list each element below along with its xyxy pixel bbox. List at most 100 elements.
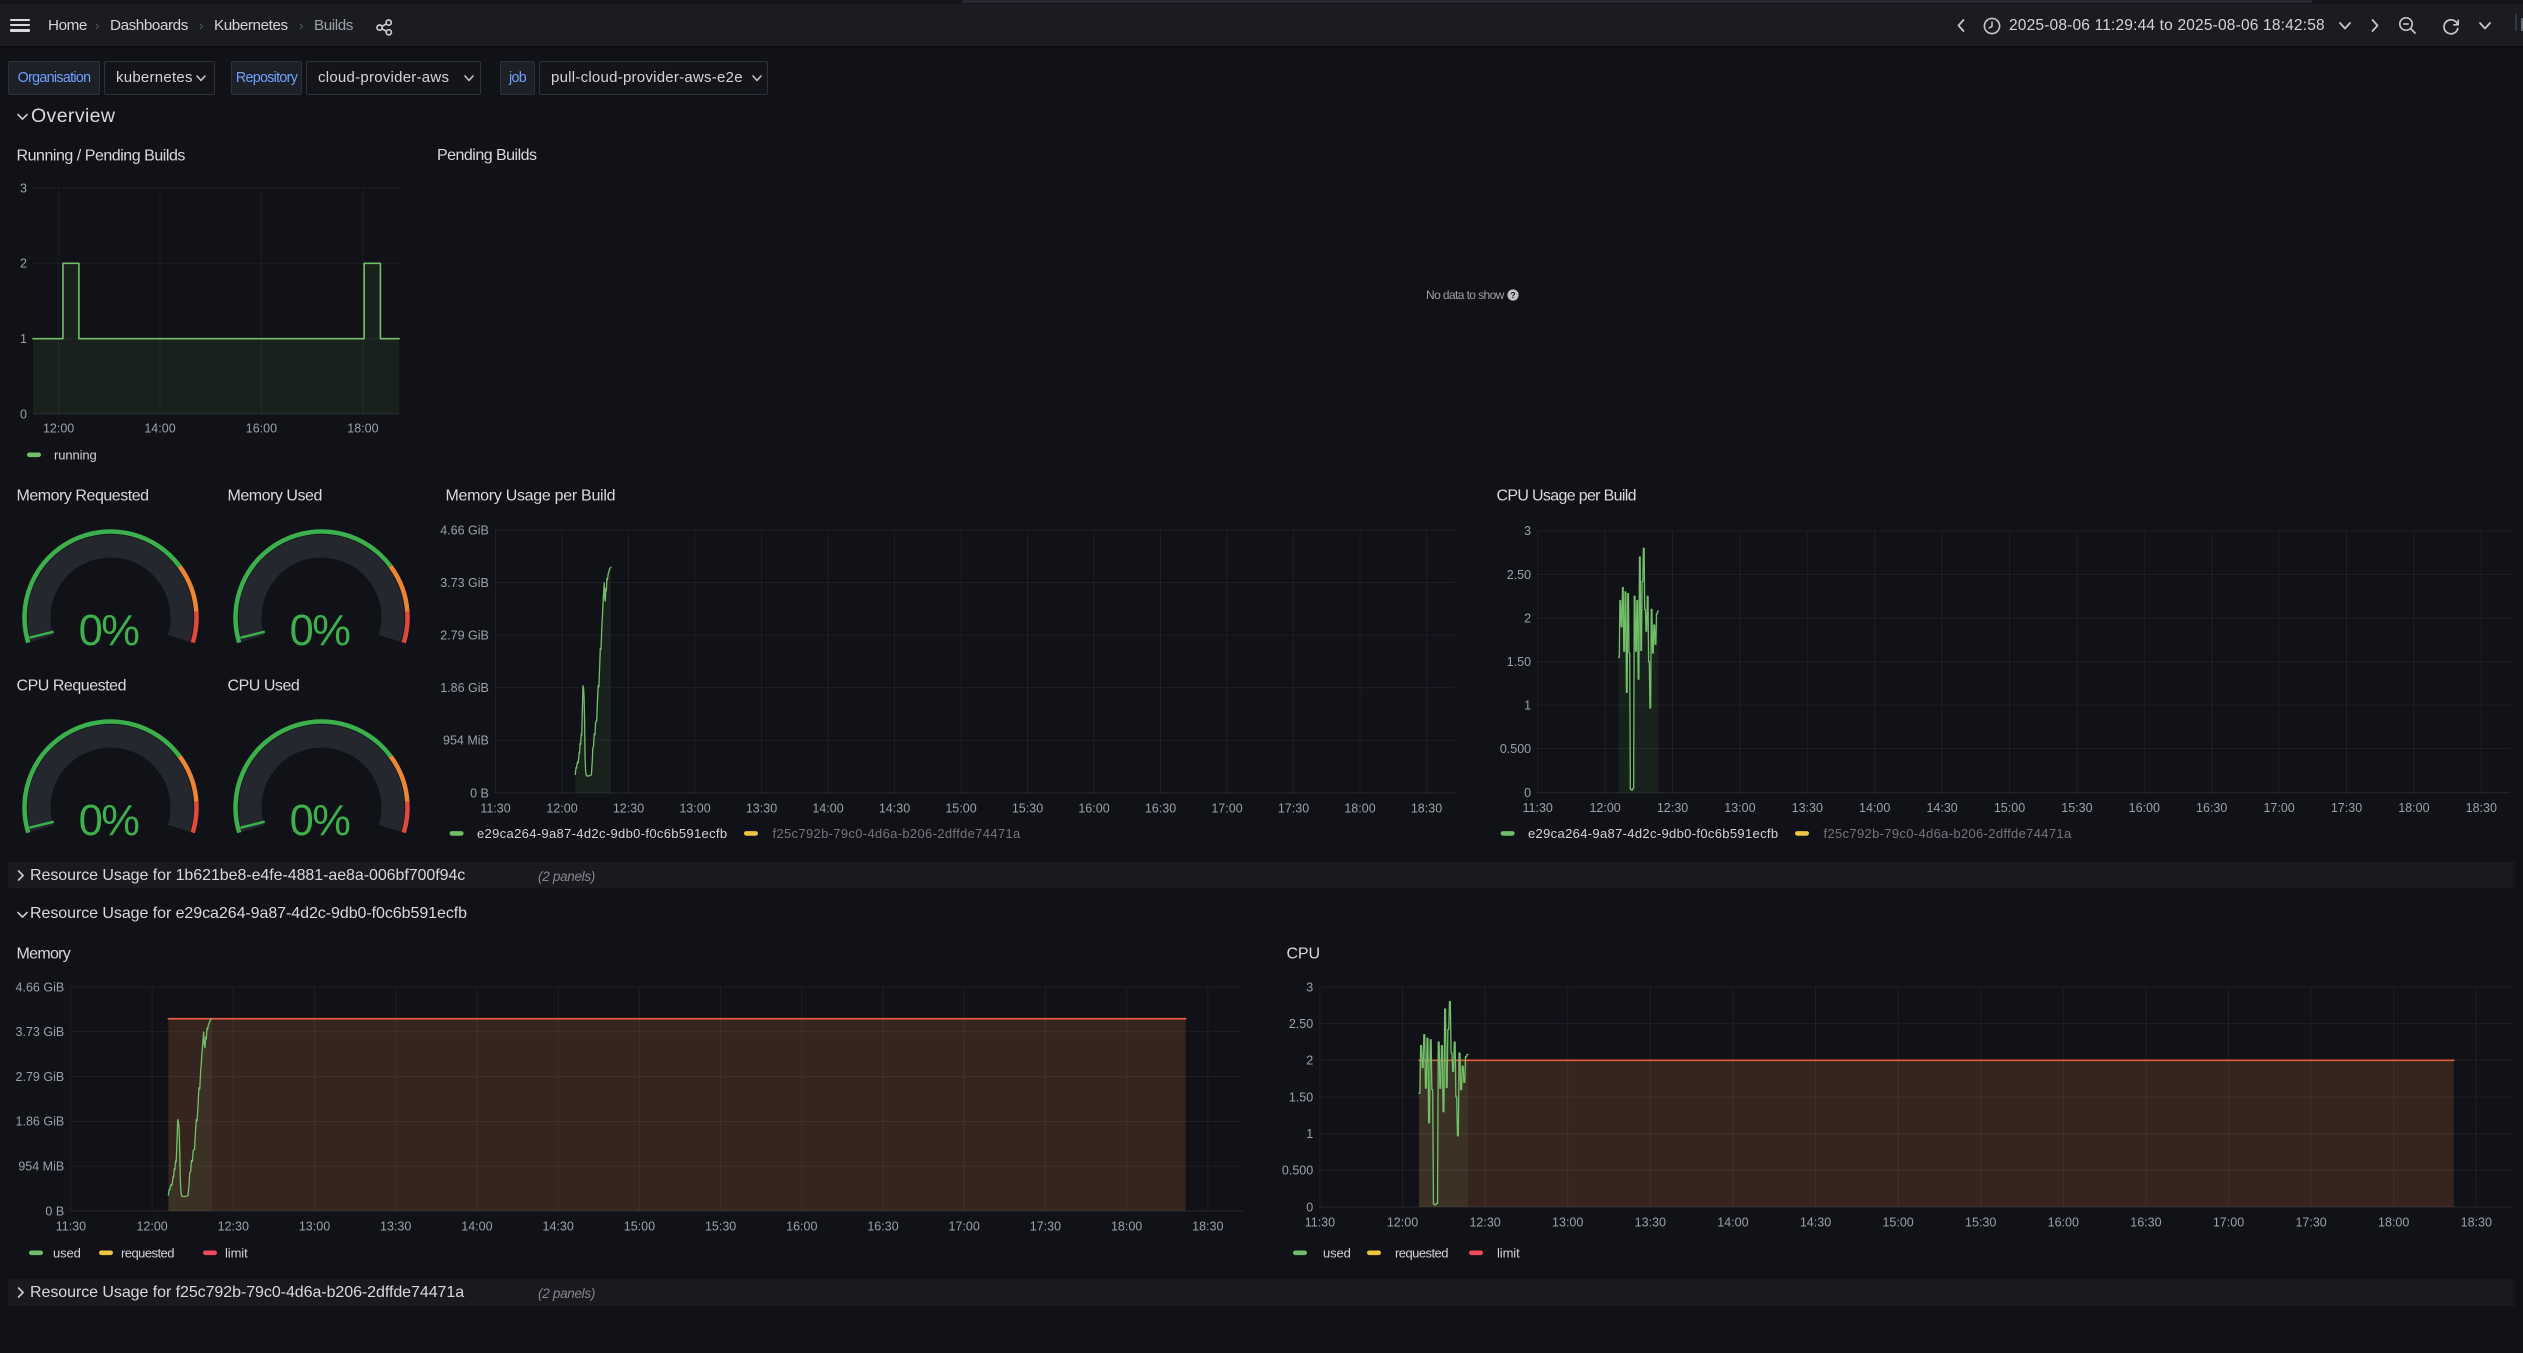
svg-text:requested: requested	[121, 1245, 174, 1260]
svg-text:17:30: 17:30	[1030, 1220, 1061, 1234]
svg-text:2.79 GiB: 2.79 GiB	[16, 1070, 65, 1084]
svg-text:13:30: 13:30	[746, 802, 777, 816]
svg-text:14:30: 14:30	[1926, 801, 1957, 815]
svg-text:16:00: 16:00	[786, 1220, 817, 1234]
svg-text:12:00: 12:00	[1387, 1216, 1418, 1230]
svg-text:CPU Requested: CPU Requested	[17, 678, 127, 695]
svg-text:?: ?	[1510, 290, 1515, 300]
svg-text:13:30: 13:30	[380, 1220, 411, 1234]
svg-text:18:30: 18:30	[1411, 802, 1442, 816]
svg-text:14:00: 14:00	[144, 422, 175, 436]
svg-text:f25c792b-79c0-4d6a-b206-2dffde: f25c792b-79c0-4d6a-b206-2dffde74471a	[773, 826, 1021, 841]
svg-text:1.86 GiB: 1.86 GiB	[16, 1115, 65, 1129]
svg-text:12:00: 12:00	[43, 422, 74, 436]
svg-text:1.50: 1.50	[1289, 1090, 1313, 1104]
svg-text:18:00: 18:00	[347, 422, 378, 436]
svg-text:12:30: 12:30	[1469, 1216, 1500, 1230]
svg-text:15:00: 15:00	[945, 802, 976, 816]
svg-text:Running / Pending Builds: Running / Pending Builds	[17, 148, 186, 165]
svg-text:13:30: 13:30	[1635, 1216, 1666, 1230]
svg-text:954 MiB: 954 MiB	[443, 734, 489, 748]
svg-text:17:30: 17:30	[1278, 802, 1309, 816]
svg-text:15:30: 15:30	[705, 1220, 736, 1234]
svg-text:Memory Used: Memory Used	[228, 488, 322, 505]
svg-text:11:30: 11:30	[56, 1220, 86, 1234]
svg-text:18:30: 18:30	[2461, 1216, 2492, 1230]
svg-text:13:00: 13:00	[679, 802, 710, 816]
svg-text:13:00: 13:00	[1552, 1216, 1583, 1230]
svg-text:14:00: 14:00	[461, 1220, 492, 1234]
svg-text:0 B: 0 B	[45, 1204, 64, 1218]
svg-text:13:30: 13:30	[1792, 801, 1823, 815]
svg-text:18:00: 18:00	[1344, 802, 1375, 816]
svg-text:16:00: 16:00	[2048, 1216, 2079, 1230]
svg-text:16:30: 16:30	[1145, 802, 1176, 816]
svg-text:3.73 GiB: 3.73 GiB	[440, 576, 489, 590]
svg-text:2.50: 2.50	[1289, 1017, 1313, 1031]
svg-text:16:30: 16:30	[867, 1220, 898, 1234]
svg-text:0: 0	[20, 407, 27, 421]
svg-text:f25c792b-79c0-4d6a-b206-2dffde: f25c792b-79c0-4d6a-b206-2dffde74471a	[1824, 826, 2072, 841]
svg-text:17:00: 17:00	[949, 1220, 980, 1234]
svg-text:2: 2	[1524, 611, 1531, 625]
svg-text:17:00: 17:00	[1211, 802, 1242, 816]
svg-text:e29ca264-9a87-4d2c-9db0-f0c6b5: e29ca264-9a87-4d2c-9db0-f0c6b591ecfb	[477, 826, 727, 841]
svg-text:Memory: Memory	[17, 946, 71, 963]
svg-text:0%: 0%	[79, 797, 140, 845]
svg-text:15:30: 15:30	[1012, 802, 1043, 816]
svg-text:13:00: 13:00	[299, 1220, 330, 1234]
svg-text:limit: limit	[1497, 1245, 1520, 1260]
svg-text:used: used	[53, 1245, 81, 1260]
svg-text:16:00: 16:00	[2129, 801, 2160, 815]
svg-text:18:00: 18:00	[2378, 1216, 2409, 1230]
svg-text:0: 0	[1524, 786, 1531, 800]
svg-text:used: used	[1323, 1245, 1351, 1260]
svg-text:3.73 GiB: 3.73 GiB	[16, 1025, 65, 1039]
svg-text:16:30: 16:30	[2196, 801, 2227, 815]
svg-text:13:00: 13:00	[1724, 801, 1755, 815]
svg-text:1: 1	[1306, 1127, 1313, 1141]
svg-text:15:00: 15:00	[624, 1220, 655, 1234]
svg-text:0.500: 0.500	[1282, 1164, 1313, 1178]
svg-text:11:30: 11:30	[1305, 1216, 1335, 1230]
svg-text:18:00: 18:00	[1111, 1220, 1142, 1234]
svg-text:0%: 0%	[290, 607, 351, 655]
svg-text:17:00: 17:00	[2263, 801, 2294, 815]
svg-text:CPU Used: CPU Used	[228, 678, 300, 695]
svg-text:14:00: 14:00	[1859, 801, 1890, 815]
svg-text:CPU: CPU	[1287, 946, 1320, 963]
svg-text:12:00: 12:00	[1589, 801, 1620, 815]
svg-text:18:00: 18:00	[2398, 801, 2429, 815]
svg-text:0%: 0%	[79, 607, 140, 655]
svg-text:12:00: 12:00	[546, 802, 577, 816]
svg-text:11:30: 11:30	[480, 802, 510, 816]
svg-text:12:30: 12:30	[613, 802, 644, 816]
svg-text:12:30: 12:30	[218, 1220, 249, 1234]
svg-text:0.500: 0.500	[1500, 742, 1531, 756]
svg-text:4.66 GiB: 4.66 GiB	[440, 523, 489, 537]
svg-text:15:30: 15:30	[1965, 1216, 1996, 1230]
svg-text:14:30: 14:30	[543, 1220, 574, 1234]
svg-text:2: 2	[1306, 1054, 1313, 1068]
svg-text:15:00: 15:00	[1882, 1216, 1913, 1230]
svg-text:0: 0	[1306, 1200, 1313, 1214]
svg-text:4.66 GiB: 4.66 GiB	[16, 980, 65, 994]
svg-text:1.50: 1.50	[1507, 655, 1531, 669]
svg-text:12:30: 12:30	[1657, 801, 1688, 815]
svg-text:requested: requested	[1395, 1245, 1448, 1260]
svg-text:14:30: 14:30	[879, 802, 910, 816]
svg-text:16:30: 16:30	[2130, 1216, 2161, 1230]
svg-text:14:30: 14:30	[1800, 1216, 1831, 1230]
svg-text:2.79 GiB: 2.79 GiB	[440, 629, 489, 643]
svg-text:11:30: 11:30	[1523, 801, 1553, 815]
svg-text:e29ca264-9a87-4d2c-9db0-f0c6b5: e29ca264-9a87-4d2c-9db0-f0c6b591ecfb	[1528, 826, 1778, 841]
svg-text:1: 1	[1524, 698, 1531, 712]
svg-text:limit: limit	[225, 1245, 248, 1260]
svg-text:2.50: 2.50	[1507, 568, 1531, 582]
svg-text:17:30: 17:30	[2331, 801, 2362, 815]
svg-text:14:00: 14:00	[1717, 1216, 1748, 1230]
svg-text:15:00: 15:00	[1994, 801, 2025, 815]
svg-text:Memory Requested: Memory Requested	[17, 488, 149, 505]
svg-text:16:00: 16:00	[246, 422, 277, 436]
svg-text:18:30: 18:30	[1192, 1220, 1223, 1234]
